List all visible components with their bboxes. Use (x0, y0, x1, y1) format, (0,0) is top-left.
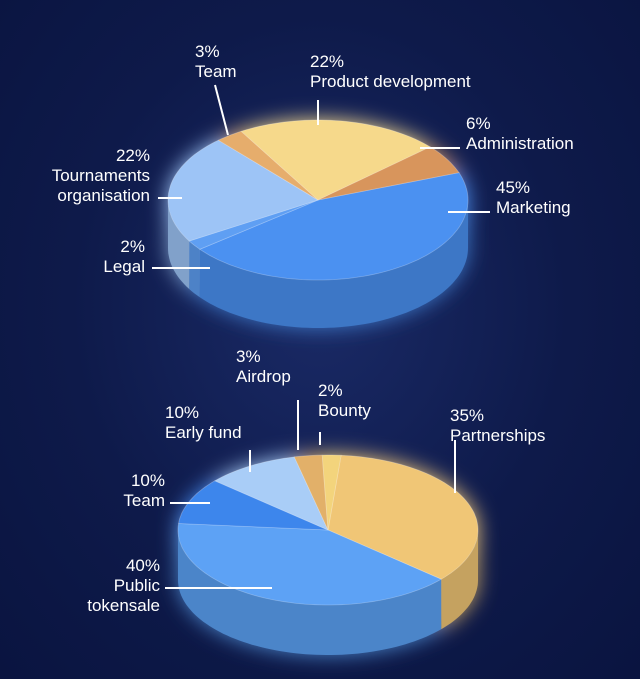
slice-label: 22% Product development (310, 52, 530, 92)
value-label: 35% (450, 406, 485, 425)
category-label: Administration (466, 134, 574, 153)
slice-label: 2% Legal (20, 237, 145, 277)
category-label: Product development (310, 72, 471, 91)
category-label: Bounty (318, 401, 371, 420)
slice-label: 45% Marketing (496, 178, 636, 218)
pie (167, 119, 469, 328)
slice-label: 6% Administration (466, 114, 636, 154)
slice-side (168, 200, 190, 289)
category-label: Marketing (496, 198, 571, 217)
category-label: Public tokensale (87, 576, 160, 615)
slice (217, 130, 319, 201)
slice-side (441, 530, 478, 630)
category-label: Team (195, 62, 237, 81)
pie (177, 454, 479, 655)
value-label: 3% (195, 42, 220, 61)
category-label: Tournaments organisation (51, 166, 150, 205)
slice (167, 139, 319, 242)
slice-label: 2% Bounty (318, 381, 408, 421)
slice (178, 480, 329, 531)
slice (317, 146, 460, 201)
slice-side (199, 200, 469, 328)
value-label: 2% (120, 237, 145, 256)
slice-label: 3% Airdrop (236, 347, 326, 387)
slice-label: 3% Team (195, 42, 295, 82)
value-label: 22% (115, 146, 150, 165)
slice-label: 35% Partnerships (450, 406, 600, 446)
slice (321, 454, 342, 531)
slice (327, 454, 479, 580)
slice-label: 40% Public tokensale (70, 556, 160, 616)
value-label: 10% (165, 403, 200, 422)
value-label: 45% (496, 178, 531, 197)
category-label: Airdrop (236, 367, 291, 386)
slice-label: 10% Team (40, 471, 165, 511)
slice (177, 523, 443, 606)
slice-label: 22% Tournaments organisation (20, 146, 150, 206)
category-label: Partnerships (450, 426, 546, 445)
slice (293, 454, 329, 531)
value-label: 40% (125, 556, 160, 575)
slice-side (189, 241, 200, 298)
category-label: Early fund (165, 423, 242, 442)
slice (240, 119, 432, 201)
value-label: 3% (236, 347, 261, 366)
leader-line (214, 84, 229, 136)
slice-label: 10% Early fund (165, 403, 275, 443)
value-label: 22% (310, 52, 345, 71)
value-label: 10% (130, 471, 165, 490)
category-label: Legal (103, 257, 145, 276)
category-label: Team (123, 491, 165, 510)
slice (198, 172, 469, 281)
slice-side (178, 530, 442, 655)
value-label: 6% (466, 114, 491, 133)
value-label: 2% (318, 381, 343, 400)
